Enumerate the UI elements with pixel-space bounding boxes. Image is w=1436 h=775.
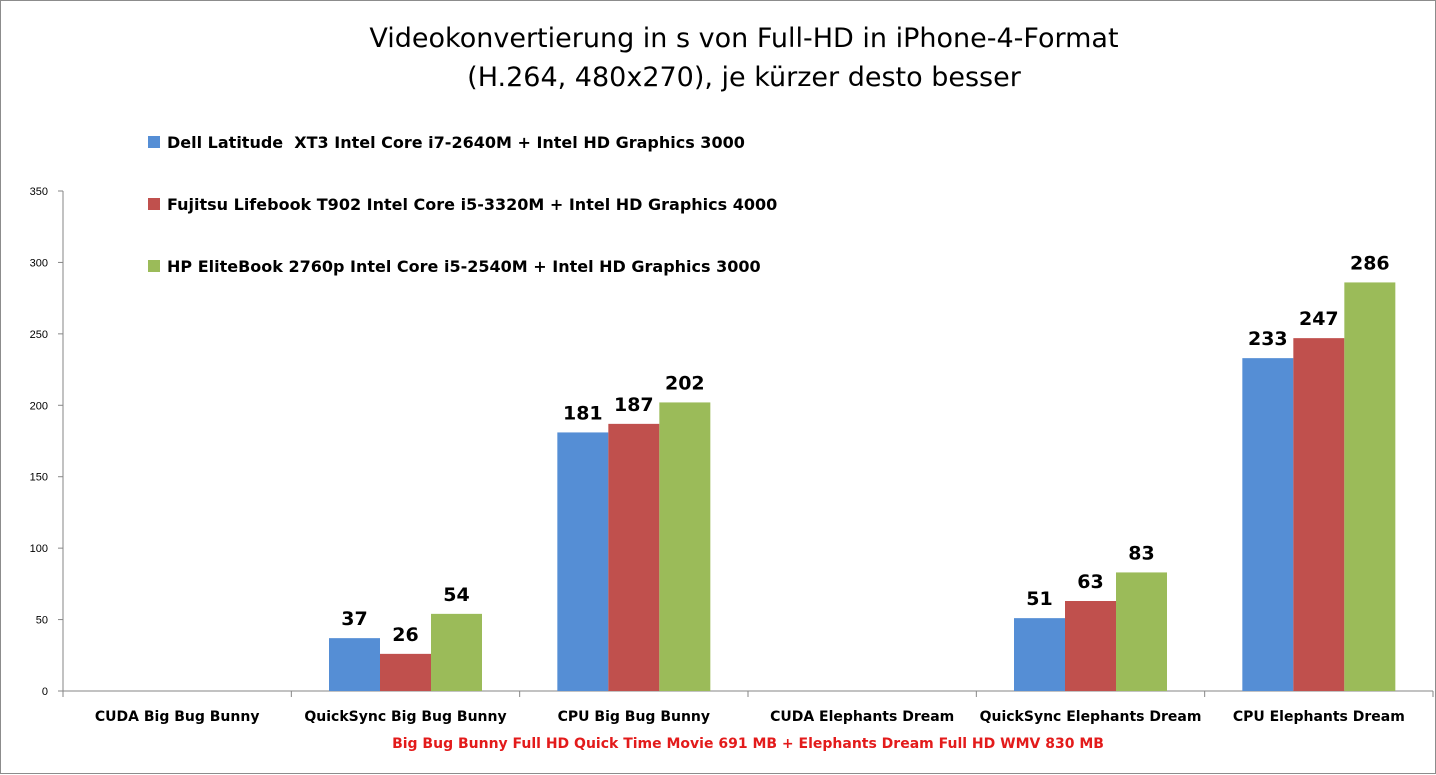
y-tick-label: 250 [30,329,48,341]
data-label: 26 [392,624,418,646]
bar [1116,572,1167,691]
x-category-label: CPU Big Bug Bunny [558,709,710,725]
bar [1065,601,1116,691]
bar [557,432,609,691]
x-category-label: CUDA Big Bug Bunny [95,709,260,725]
data-label: 51 [1026,588,1052,610]
data-label: 63 [1077,571,1103,593]
y-tick-label: 300 [30,257,48,269]
y-tick-label: 200 [30,400,48,412]
x-axis-title: Big Bug Bunny Full HD Quick Time Movie 6… [392,736,1104,752]
legend-label: Fujitsu Lifebook T902 Intel Core i5-3320… [167,195,777,214]
x-category-label: QuickSync Elephants Dream [980,709,1202,725]
data-label: 187 [614,394,654,416]
value-labels: 37 26 54 181 187 202 51 63 83 233 247 286 [341,252,1389,645]
bar [1014,618,1065,691]
chart-title-line-1: Videokonvertierung in s von Full-HD in i… [369,23,1118,54]
chart-title-line-2: (H.264, 480x270), je kürzer desto besser [467,62,1022,93]
data-label: 54 [443,584,469,606]
data-label: 37 [341,608,367,630]
bar [380,653,431,691]
legend-swatch [148,260,160,272]
y-tick-label: 150 [30,472,48,484]
bar [659,402,711,691]
y-tick-label: 100 [30,543,48,555]
y-tick-label: 0 [42,686,48,698]
bar [608,423,660,691]
bar [1242,358,1294,691]
legend-swatch [148,198,160,210]
y-axis: 0 50 100 150 200 250 300 350 [30,186,64,698]
data-label: 286 [1350,252,1390,274]
bar [431,613,482,691]
legend: Dell Latitude XT3 Intel Core i7-2640M + … [148,133,777,276]
data-label: 83 [1128,542,1154,564]
data-label: 181 [563,402,603,424]
x-category-label: CPU Elephants Dream [1233,709,1405,725]
x-axis: CUDA Big Bug Bunny QuickSync Big Bug Bunn… [62,690,1434,725]
legend-swatch [148,136,160,148]
bar [1293,338,1345,691]
y-tick-label: 350 [30,186,48,198]
data-label: 202 [665,372,705,394]
legend-label: Dell Latitude XT3 Intel Core i7-2640M + … [167,133,745,152]
bar [329,638,380,691]
data-label: 233 [1248,328,1288,350]
data-label: 247 [1299,308,1339,330]
x-category-label: CUDA Elephants Dream [770,709,954,725]
legend-label: HP EliteBook 2760p Intel Core i5-2540M +… [167,257,761,276]
y-tick-label: 50 [36,615,48,627]
bars [329,282,1396,691]
bar [1344,282,1396,691]
x-category-label: QuickSync Big Bug Bunny [304,709,506,725]
